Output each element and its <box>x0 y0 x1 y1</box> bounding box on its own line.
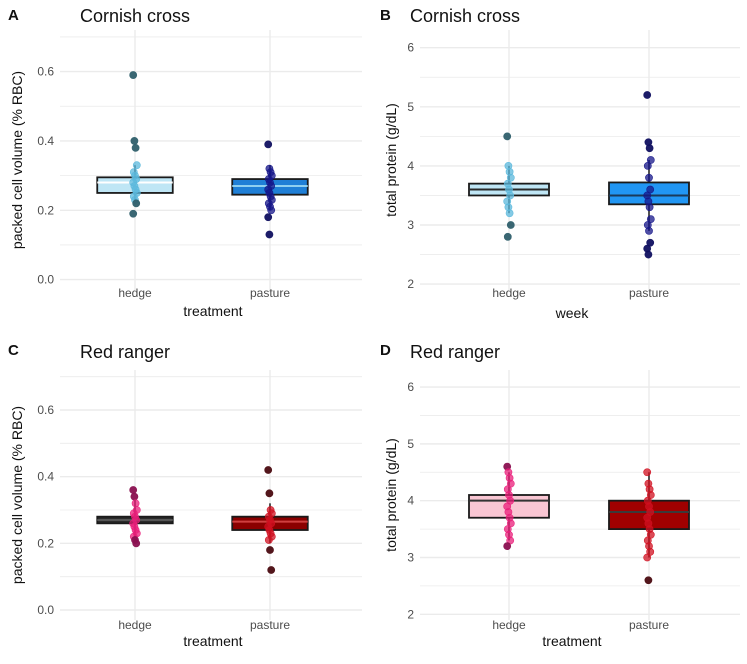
data-point <box>503 232 512 241</box>
box-hedge <box>468 132 550 241</box>
y-tick-label: 3 <box>407 551 414 565</box>
data-point <box>267 206 276 215</box>
panel-title: Cornish cross <box>80 6 190 26</box>
y-axis-label: total protein (g/dL) <box>383 103 399 217</box>
data-point <box>132 199 141 208</box>
box-pasture <box>608 91 690 259</box>
panel-title: Red ranger <box>410 342 500 362</box>
panel-c: 0.0 0.2 0.4 0.6 hedge pasture C Red ranger packe… <box>8 342 362 649</box>
data-point <box>643 162 652 170</box>
data-point <box>131 143 140 152</box>
y-tick-label: 3 <box>407 218 414 232</box>
y-tick-label: 0.4 <box>37 134 54 148</box>
data-point <box>264 213 273 222</box>
y-tick-label: 0.0 <box>37 603 54 617</box>
data-point <box>506 221 515 229</box>
box-hedge <box>96 71 174 218</box>
x-tick-label: hedge <box>492 618 526 632</box>
y-tick-label: 4 <box>407 159 414 173</box>
data-point <box>129 486 138 494</box>
y-tick-label: 5 <box>407 100 414 114</box>
data-point <box>643 553 652 562</box>
x-axis-label: week <box>555 305 590 321</box>
data-point <box>266 546 274 554</box>
data-point <box>643 91 652 99</box>
data-point <box>644 250 653 259</box>
y-tick-label: 2 <box>407 277 414 291</box>
data-point <box>130 137 139 145</box>
y-tick-label: 4 <box>407 494 414 508</box>
panel-b: 2 3 4 5 6 hedge pasture B Cornish cross total pro… <box>380 6 740 321</box>
y-tick-label: 0.0 <box>37 273 54 287</box>
data-point <box>644 576 653 585</box>
box-pasture <box>231 140 309 239</box>
y-axis-label: packed cell volume (% RBC) <box>9 71 25 249</box>
panel-d: 2 3 4 5 6 hedge pasture D Red ranger total protei… <box>380 342 740 649</box>
x-tick-label: hedge <box>118 618 152 632</box>
data-point <box>129 209 138 218</box>
y-tick-label: 0.2 <box>37 536 54 550</box>
y-tick-label: 0.4 <box>37 470 54 484</box>
y-tick-label: 6 <box>407 380 414 394</box>
data-point <box>645 144 654 153</box>
data-point <box>645 227 653 235</box>
x-tick-label: pasture <box>250 286 290 300</box>
x-tick-label: hedge <box>118 286 152 300</box>
x-tick-label: pasture <box>250 618 290 632</box>
data-point <box>643 468 652 477</box>
data-point <box>264 140 273 149</box>
y-tick-label: 5 <box>407 437 414 451</box>
data-point <box>645 203 654 212</box>
box-pasture <box>608 468 690 585</box>
x-tick-label: pasture <box>629 618 669 632</box>
data-point <box>129 71 138 79</box>
data-point <box>505 209 514 218</box>
box-hedge <box>468 462 550 551</box>
y-axis-label: total protein (g/dL) <box>383 438 399 552</box>
x-tick-label: pasture <box>629 286 669 300</box>
data-point <box>267 566 276 574</box>
data-point <box>503 132 512 141</box>
data-point <box>265 230 274 239</box>
x-axis-label: treatment <box>183 633 242 649</box>
y-tick-label: 6 <box>407 41 414 55</box>
y-tick-label: 0.2 <box>37 203 54 217</box>
y-tick-label: 2 <box>407 607 414 621</box>
y-tick-label: 0.6 <box>37 403 54 417</box>
x-tick-label: hedge <box>492 286 526 300</box>
box-hedge <box>96 486 174 548</box>
box-pasture <box>231 466 309 574</box>
data-point <box>264 536 273 544</box>
panel-letter: C <box>8 342 19 359</box>
data-point <box>265 489 274 498</box>
data-point <box>130 492 139 501</box>
y-axis-label: packed cell volume (% RBC) <box>9 406 25 584</box>
panel-a: 0.0 0.2 0.4 0.6 hedge pasture A Cornish cross pa… <box>8 6 362 319</box>
panel-title: Red ranger <box>80 342 170 362</box>
x-axis-label: treatment <box>183 303 242 319</box>
data-point <box>264 466 273 474</box>
data-point <box>131 499 140 508</box>
data-point <box>132 539 141 548</box>
x-axis-label: treatment <box>542 633 601 649</box>
y-tick-label: 0.6 <box>37 65 54 79</box>
data-point <box>503 542 512 551</box>
panel-letter: D <box>380 342 391 359</box>
panel-title: Cornish cross <box>410 6 520 26</box>
panel-letter: B <box>380 7 391 24</box>
data-point <box>132 161 141 170</box>
panel-letter: A <box>8 7 19 24</box>
data-point <box>645 173 653 182</box>
